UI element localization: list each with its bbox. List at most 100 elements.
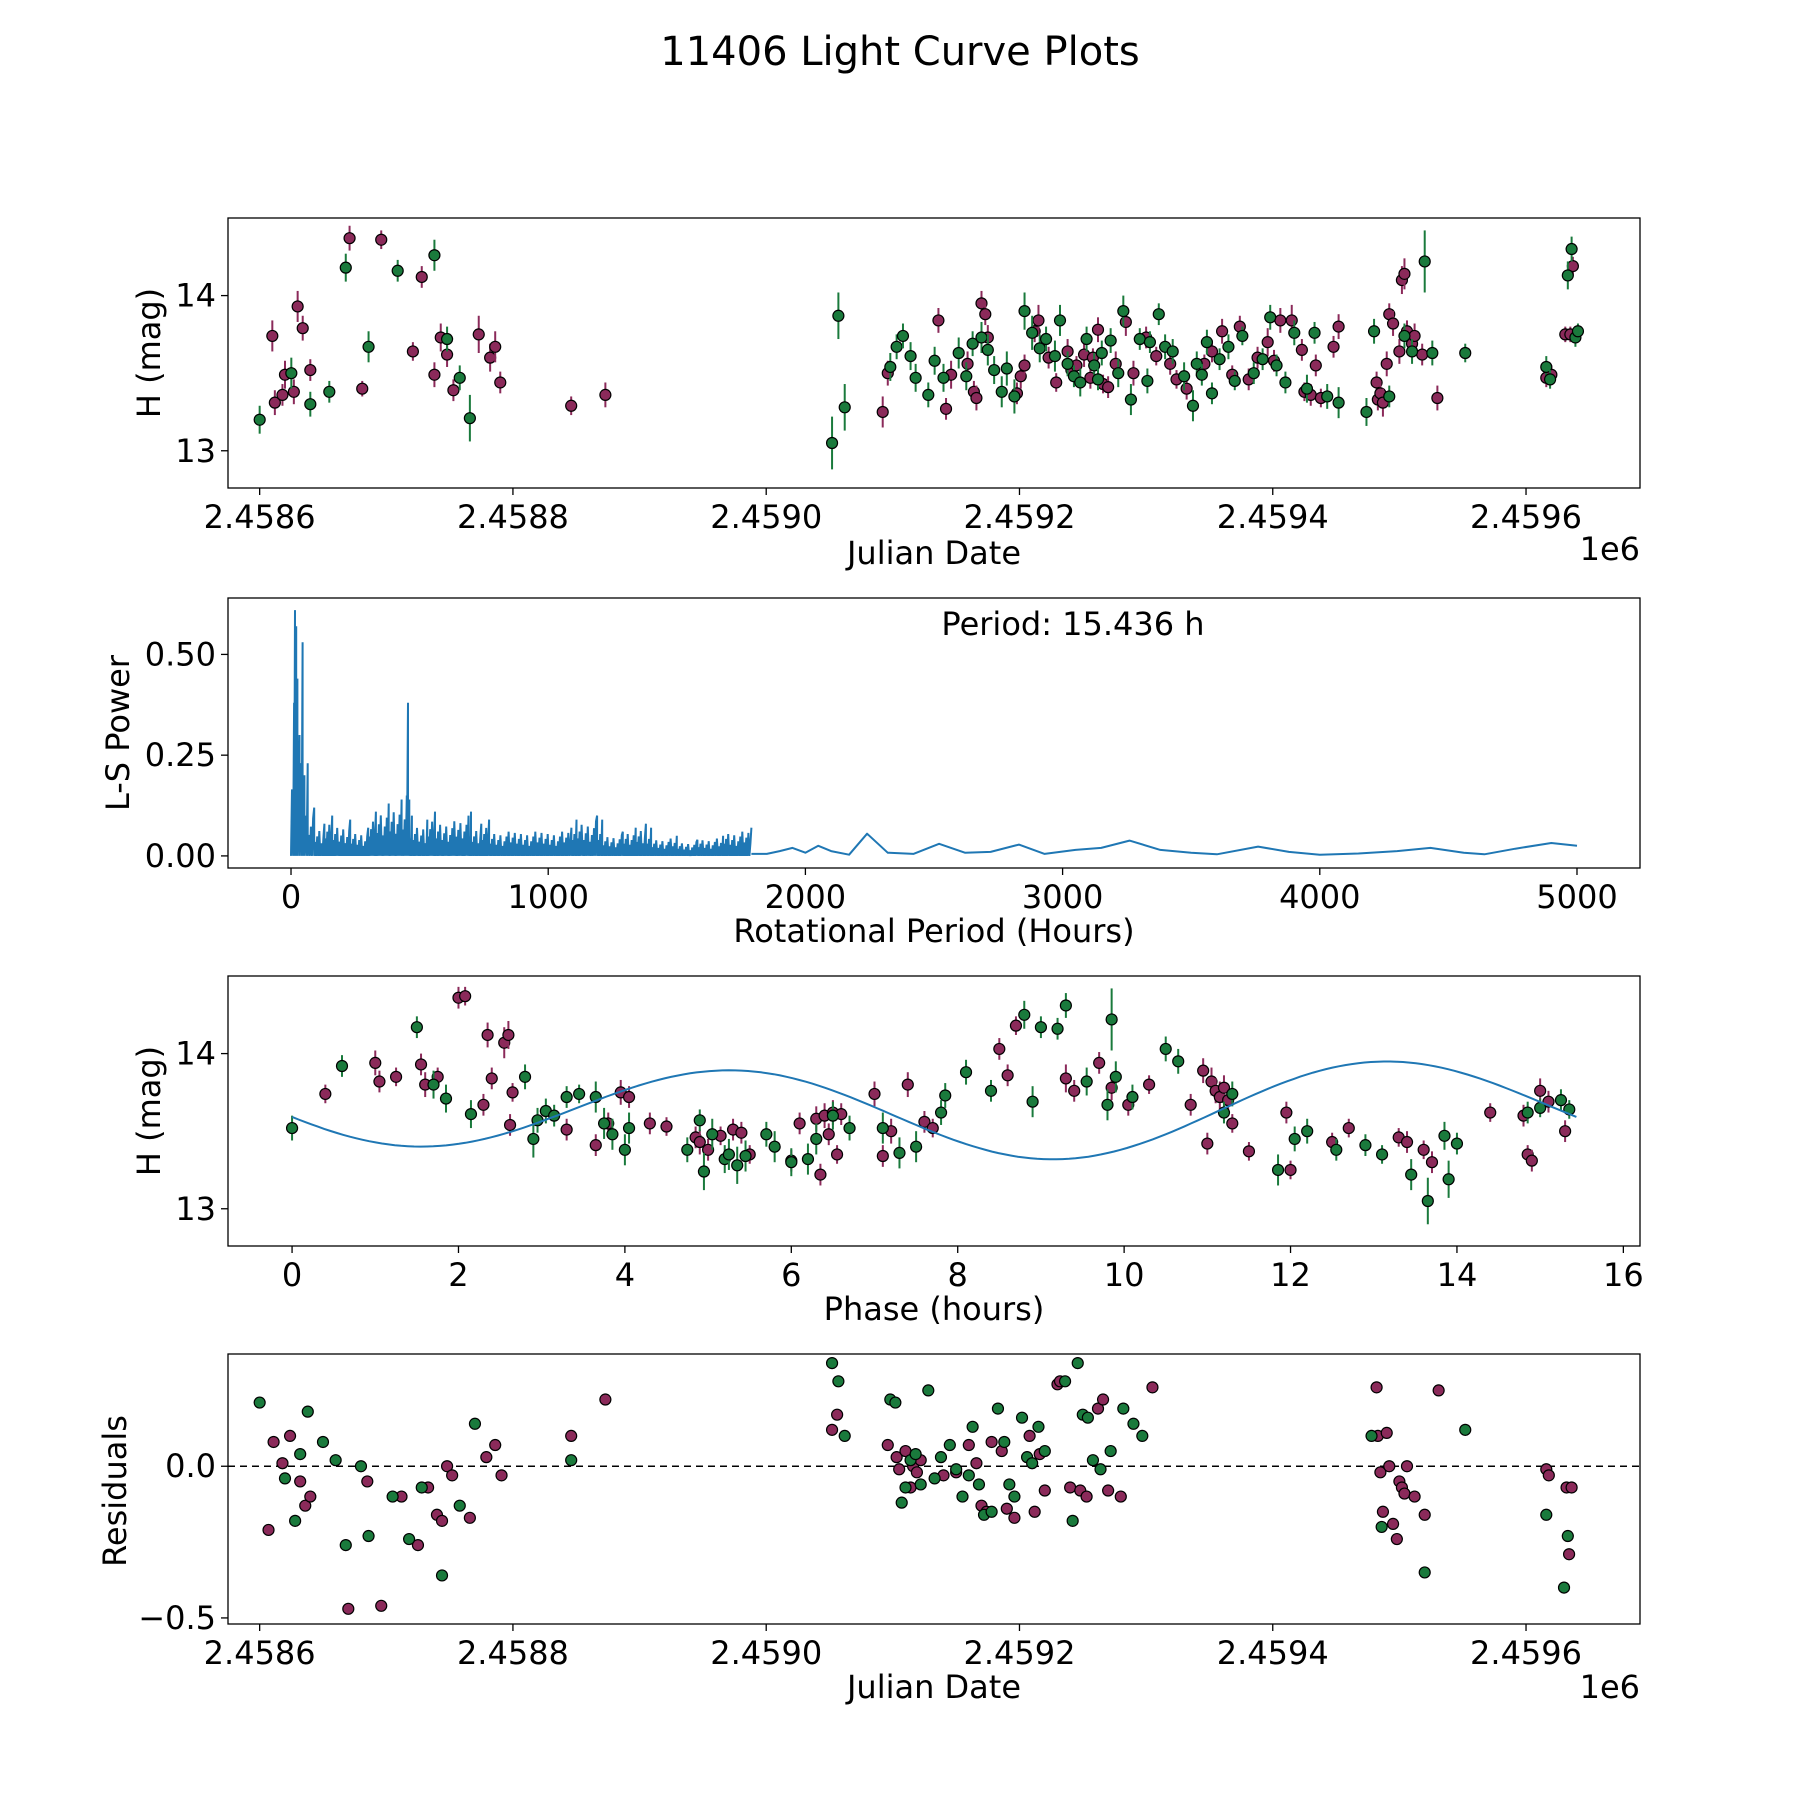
filter-o-point bbox=[375, 233, 388, 246]
filter-o-point bbox=[1184, 1098, 1197, 1111]
filter-g-point bbox=[391, 264, 404, 277]
filter-g-point bbox=[1104, 1444, 1117, 1458]
filter-o-point bbox=[979, 308, 992, 321]
filter-g-point bbox=[1112, 367, 1125, 380]
filter-g-point bbox=[1226, 1087, 1239, 1101]
filter-g-point bbox=[1421, 1194, 1434, 1208]
filter-o-point bbox=[1383, 1460, 1396, 1473]
filter-g-point bbox=[1279, 376, 1292, 389]
filter-g-point bbox=[825, 436, 839, 450]
filter-o-point bbox=[299, 1499, 312, 1512]
filter-g-point bbox=[1308, 326, 1321, 339]
filter-g-point bbox=[768, 1140, 781, 1153]
filter-g-point bbox=[1109, 1070, 1122, 1083]
filter-o-point bbox=[502, 1028, 515, 1042]
filter-g-point bbox=[402, 1532, 416, 1546]
filter-g-point bbox=[697, 1165, 711, 1178]
filter-g-point bbox=[618, 1143, 631, 1156]
filter-o-point bbox=[373, 1075, 386, 1088]
filter-g-point bbox=[1418, 255, 1431, 268]
filter-g-point bbox=[1565, 242, 1578, 256]
filter-g-point bbox=[838, 401, 851, 414]
filter-o-point bbox=[262, 1523, 275, 1537]
filter-o-point bbox=[1028, 1505, 1041, 1518]
filter-o-point bbox=[932, 314, 945, 327]
filter-o-point bbox=[1400, 1460, 1414, 1473]
filter-o-point bbox=[1164, 357, 1177, 370]
filter-g-point bbox=[731, 1159, 744, 1172]
filter-o-point bbox=[428, 368, 441, 381]
filter-g-point bbox=[573, 1087, 586, 1101]
filter-g-point bbox=[1270, 359, 1283, 372]
filter-g-point bbox=[1300, 382, 1314, 395]
filter-g-point bbox=[876, 1121, 889, 1135]
filter-o-point bbox=[1102, 1484, 1115, 1497]
filter-o-point bbox=[1408, 1490, 1421, 1503]
filter-g-point bbox=[1008, 390, 1021, 403]
residuals-panel: 2.4586 2.4588 2.4590 2.4592 2.4594 2.4596 −0.5… bbox=[96, 1353, 1641, 1706]
filter-o-point bbox=[481, 1028, 494, 1042]
phase-xtick-label: 14 bbox=[1437, 1256, 1478, 1294]
periodogram-plot-area: 0 1000 2000 3000 4000 5000 0.00 0.25 0.50 bbox=[145, 610, 1618, 916]
filter-g-point bbox=[1264, 311, 1277, 324]
res-ytick-label: −0.5 bbox=[138, 1599, 216, 1637]
filter-g-point bbox=[1018, 305, 1031, 318]
filter-o-point bbox=[343, 232, 356, 245]
periodogram-xlabel: Rotational Period (Hours) bbox=[733, 912, 1134, 950]
filter-o-point bbox=[831, 1408, 844, 1421]
filter-g-point bbox=[962, 1469, 975, 1482]
filter-g-point bbox=[1000, 362, 1013, 375]
res-xtick-label: 2.4596 bbox=[1470, 1634, 1582, 1672]
filter-o-point bbox=[477, 1098, 490, 1111]
filter-g-point bbox=[1124, 393, 1138, 406]
filter-g-point bbox=[1459, 1423, 1472, 1436]
filter-o-point bbox=[893, 1463, 906, 1476]
filter-g-point bbox=[1071, 1357, 1084, 1370]
filter-o-point bbox=[970, 1457, 983, 1470]
filter-o-point bbox=[1142, 1078, 1156, 1091]
filter-o-point bbox=[1562, 1548, 1576, 1561]
filter-o-point bbox=[440, 1460, 454, 1473]
filter-o-point bbox=[1068, 1084, 1081, 1097]
filter-g-point bbox=[1288, 326, 1301, 339]
filter-g-point bbox=[1080, 1075, 1093, 1088]
filter-g-point bbox=[934, 1106, 948, 1119]
filter-g-point bbox=[995, 385, 1008, 398]
filter-g-point bbox=[253, 413, 266, 426]
filter-g-point bbox=[323, 385, 336, 398]
filter-g-point bbox=[1247, 367, 1260, 380]
filter-g-point bbox=[1442, 1173, 1455, 1186]
lc-xtick-label: 2.4590 bbox=[710, 498, 822, 536]
filter-o-point bbox=[1105, 1081, 1118, 1094]
phase-xtick-label: 10 bbox=[1104, 1256, 1145, 1294]
filter-g-point bbox=[464, 1108, 478, 1121]
filter-g-point bbox=[1405, 345, 1419, 358]
filter-g-point bbox=[1094, 1463, 1107, 1476]
filter-o-point bbox=[506, 1086, 519, 1099]
filter-g-point bbox=[956, 1490, 969, 1503]
filter-g-point bbox=[1026, 326, 1039, 339]
filter-o-point bbox=[494, 376, 507, 389]
lightcurve-panel: 2.4586 2.4588 2.4590 2.4592 2.4594 2.4596 13 14… bbox=[130, 217, 1641, 572]
filter-o-point bbox=[1390, 1532, 1403, 1546]
filter-g-point bbox=[975, 331, 988, 344]
filter-g-point bbox=[1330, 1143, 1343, 1156]
periodogram-ylabel: L-S Power bbox=[99, 654, 137, 811]
filter-o-point bbox=[1023, 1429, 1036, 1443]
filter-o-point bbox=[993, 1042, 1006, 1056]
residuals-xlabel: Julian Date bbox=[845, 1668, 1021, 1706]
filter-o-point bbox=[472, 328, 485, 341]
filter-g-point bbox=[527, 1132, 540, 1146]
filter-g-point bbox=[928, 354, 941, 367]
filter-o-point bbox=[1064, 1481, 1077, 1494]
filter-o-point bbox=[1432, 1384, 1445, 1397]
filter-o-point bbox=[446, 1469, 459, 1482]
figure-title: 11406 Light Curve Plots bbox=[660, 29, 1139, 75]
filter-o-point bbox=[1261, 336, 1274, 349]
filter-g-point bbox=[597, 1117, 611, 1130]
filter-g-point bbox=[909, 371, 922, 384]
filter-o-point bbox=[1484, 1106, 1497, 1119]
filter-g-point bbox=[966, 337, 979, 350]
filter-g-point bbox=[904, 350, 917, 363]
